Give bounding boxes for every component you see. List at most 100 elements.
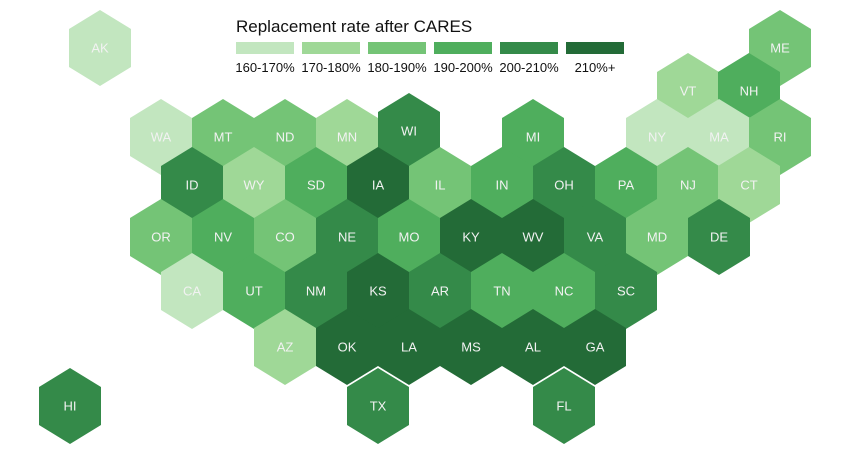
hex-shape [347, 147, 409, 223]
legend-label: 170-180% [301, 60, 361, 75]
hex-shape [254, 99, 316, 175]
state-label: CO [275, 230, 295, 245]
hex-shape [409, 253, 471, 329]
hex-shape [316, 99, 378, 175]
hex-shape [254, 199, 316, 275]
hex-shape [39, 368, 101, 444]
state-hex-ne: NE [316, 199, 378, 275]
state-label: OK [338, 340, 357, 355]
hex-shape [130, 199, 192, 275]
legend-title: Replacement rate after CARES [236, 17, 472, 36]
state-hex-ok: OK [316, 309, 378, 385]
state-hex-md: MD [626, 199, 688, 275]
state-hex-wy: WY [223, 147, 285, 223]
state-hex-or: OR [130, 199, 192, 275]
state-label: DE [710, 230, 728, 245]
state-hex-wv: WV [502, 199, 564, 275]
state-hex-fl: FL [533, 368, 595, 444]
hex-shape [161, 253, 223, 329]
state-label: MO [399, 230, 420, 245]
state-hex-az: AZ [254, 309, 316, 385]
legend-label: 210%+ [575, 60, 616, 75]
legend-label: 200-210% [499, 60, 559, 75]
state-label: MI [526, 130, 540, 145]
state-hex-ak: AK [69, 10, 131, 86]
legend-swatch [434, 42, 492, 54]
state-label: VA [587, 230, 604, 245]
hex-shape [69, 10, 131, 86]
state-label: NV [214, 230, 232, 245]
state-label: RI [774, 130, 787, 145]
state-label: TN [493, 284, 510, 299]
state-label: MN [337, 130, 357, 145]
state-label: TX [370, 399, 387, 414]
state-hex-mo: MO [378, 199, 440, 275]
hex-shape [471, 253, 533, 329]
state-hex-nm: NM [285, 253, 347, 329]
hex-shape [378, 93, 440, 169]
hex-shape [285, 147, 347, 223]
hex-shape [316, 309, 378, 385]
legend-label: 180-190% [367, 60, 427, 75]
state-label: WV [523, 230, 544, 245]
state-hex-nj: NJ [657, 147, 719, 223]
state-hex-co: CO [254, 199, 316, 275]
legend-item: 180-190% [367, 42, 427, 75]
state-label: IN [496, 178, 509, 193]
hex-shape [688, 199, 750, 275]
legend-item: 210%+ [566, 42, 624, 75]
state-label: CT [740, 178, 757, 193]
state-label: ND [276, 130, 295, 145]
legend-item: 200-210% [499, 42, 559, 75]
state-label: IA [372, 178, 385, 193]
hex-shape [471, 147, 533, 223]
hex-shape [564, 309, 626, 385]
state-label: ID [186, 178, 199, 193]
state-label: NY [648, 130, 666, 145]
hex-shape [440, 199, 502, 275]
state-hex-sd: SD [285, 147, 347, 223]
state-hex-va: VA [564, 199, 626, 275]
state-label: SD [307, 178, 325, 193]
state-hex-id: ID [161, 147, 223, 223]
state-hex-ga: GA [564, 309, 626, 385]
state-hex-ia: IA [347, 147, 409, 223]
hex-shape [130, 99, 192, 175]
legend-swatch [236, 42, 294, 54]
state-label: MS [461, 340, 481, 355]
hex-shape [533, 253, 595, 329]
hex-shape [533, 147, 595, 223]
state-label: NJ [680, 178, 696, 193]
state-label: MA [709, 130, 729, 145]
state-hex-nc: NC [533, 253, 595, 329]
state-label: KY [462, 230, 480, 245]
hex-shape [285, 253, 347, 329]
state-hex-sc: SC [595, 253, 657, 329]
state-hex-wi: WI [378, 93, 440, 169]
hex-shape [192, 199, 254, 275]
state-hex-mn: MN [316, 99, 378, 175]
state-label: NE [338, 230, 356, 245]
legend: Replacement rate after CARES 160-170% 170… [235, 17, 624, 75]
hex-shape [409, 147, 471, 223]
hex-shape [595, 253, 657, 329]
state-hex-de: DE [688, 199, 750, 275]
state-hex-tn: TN [471, 253, 533, 329]
hex-shape [378, 199, 440, 275]
hex-shape [347, 253, 409, 329]
state-label: AZ [277, 340, 294, 355]
state-label: IL [435, 178, 446, 193]
state-hex-nv: NV [192, 199, 254, 275]
state-hex-tx: TX [347, 368, 409, 444]
state-label: FL [556, 399, 571, 414]
state-hex-ri: RI [749, 99, 811, 175]
state-hex-ky: KY [440, 199, 502, 275]
legend-item: 160-170% [235, 42, 295, 75]
hex-shape [161, 147, 223, 223]
state-label: WI [401, 124, 417, 139]
hex-shape [657, 147, 719, 223]
hex-shape [502, 309, 564, 385]
hex-shape [378, 309, 440, 385]
state-hex-ms: MS [440, 309, 502, 385]
